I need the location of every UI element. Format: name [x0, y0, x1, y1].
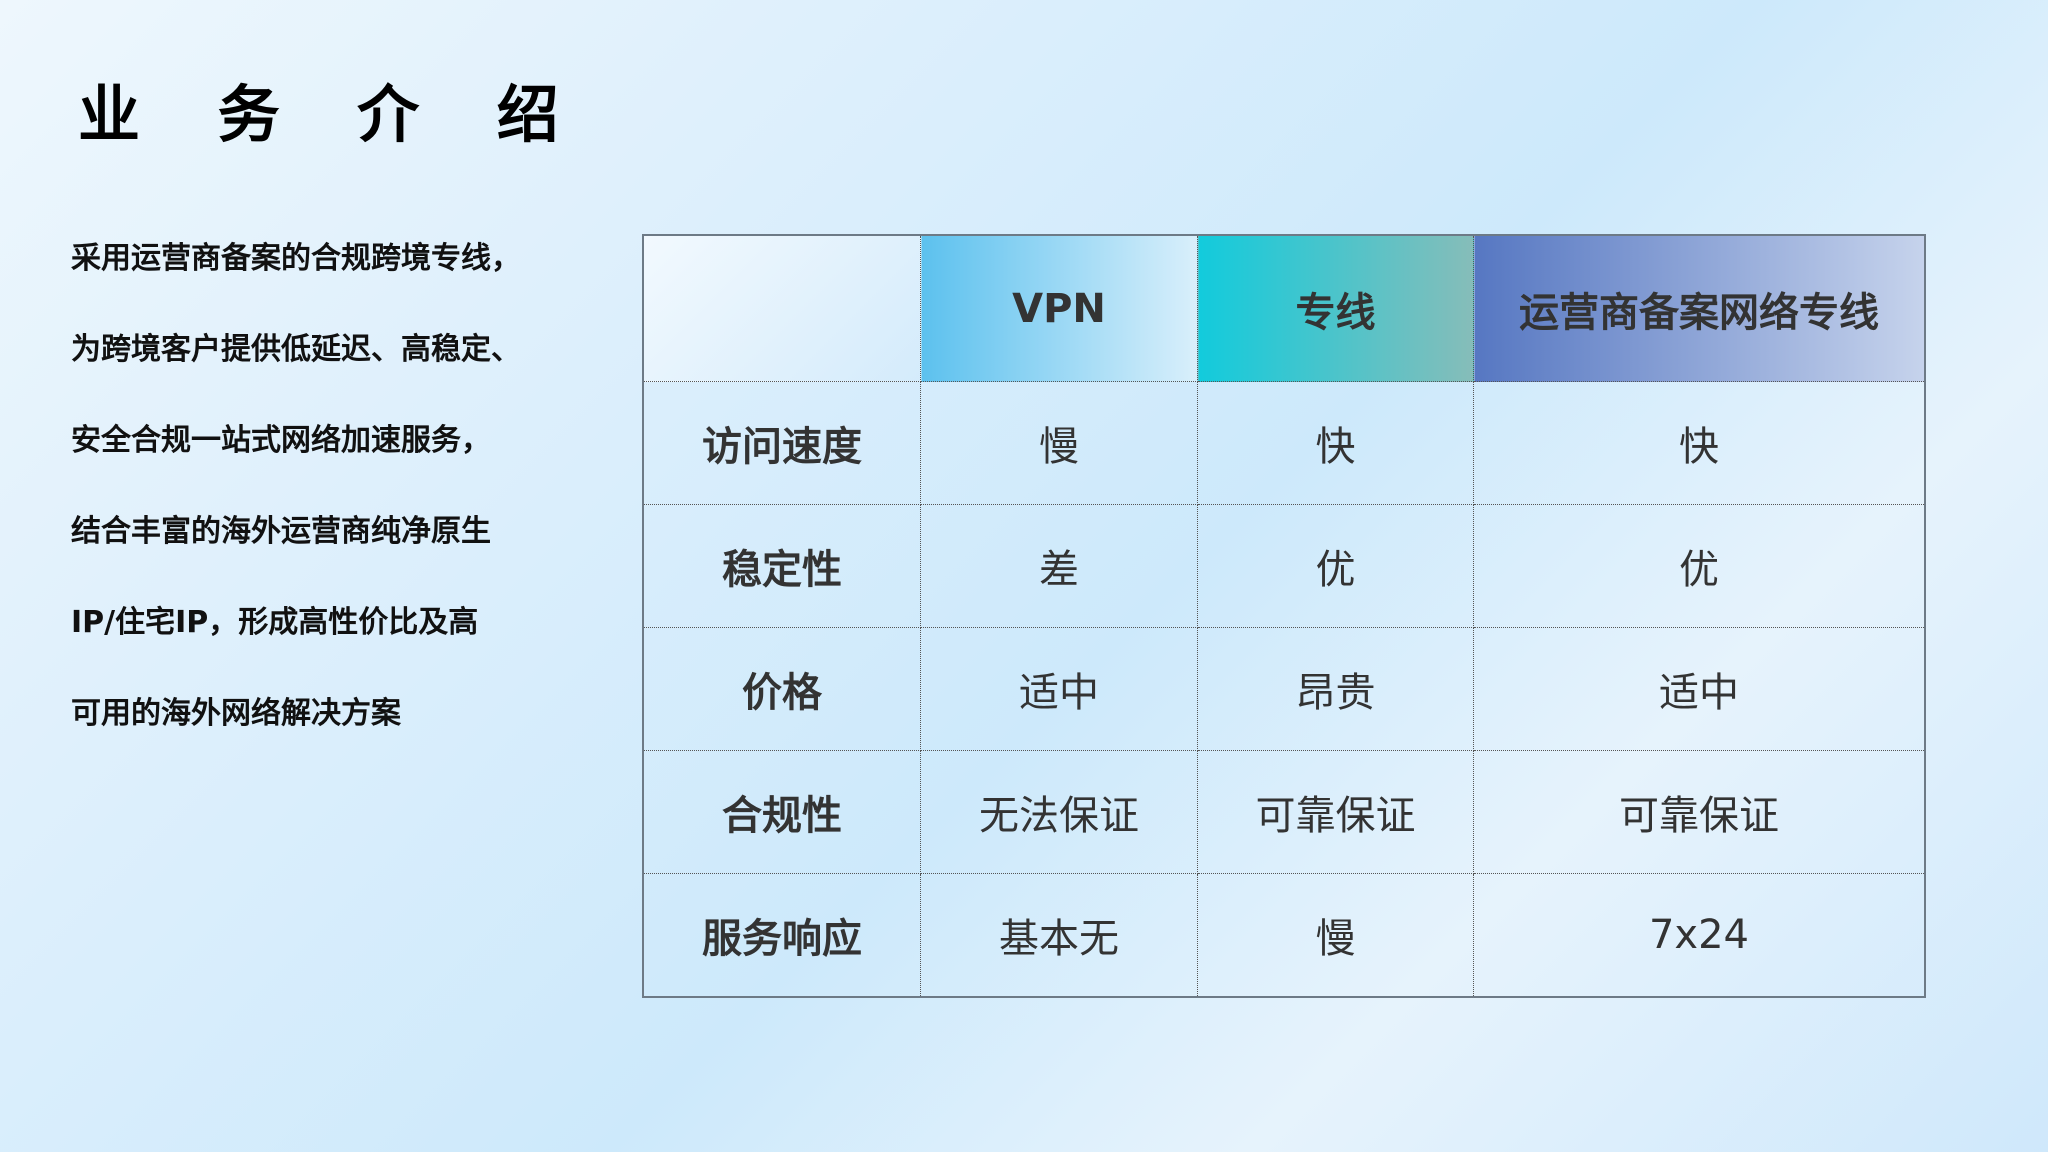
intro-line: 结合丰富的海外运营商纯净原生 — [71, 514, 491, 549]
table-cell: 昂贵 — [1197, 627, 1474, 751]
row-label: 访问速度 — [642, 381, 921, 505]
table-cell: 无法保证 — [920, 750, 1198, 874]
table-row: 价格 适中 昂贵 适中 — [642, 627, 1926, 751]
table-cell: 可靠保证 — [1197, 750, 1474, 874]
table-cell: 适中 — [1473, 627, 1926, 751]
table-cell: 慢 — [1197, 873, 1474, 998]
intro-line: 采用运营商备案的合规跨境专线， — [71, 241, 521, 276]
header-carrier-line: 运营商备案网络专线 — [1473, 234, 1926, 382]
intro-line: 可用的海外网络解决方案 — [71, 696, 401, 731]
header-vpn: VPN — [920, 234, 1198, 382]
table-cell: 慢 — [920, 381, 1198, 505]
table-cell: 基本无 — [920, 873, 1198, 998]
row-label: 合规性 — [642, 750, 921, 874]
table-cell: 优 — [1473, 504, 1926, 628]
table-row: 服务响应 基本无 慢 7x24 — [642, 873, 1926, 998]
intro-paragraph: 采用运营商备案的合规跨境专线， 为跨境客户提供低延迟、高稳定、 安全合规一站式网… — [71, 232, 631, 778]
table-cell: 快 — [1473, 381, 1926, 505]
page-title: 业 务 介 绍 — [78, 78, 587, 151]
table-cell: 7x24 — [1473, 873, 1926, 998]
table-row: 访问速度 慢 快 快 — [642, 381, 1926, 505]
table-header-row: VPN 专线 运营商备案网络专线 — [642, 234, 1926, 382]
table-row: 合规性 无法保证 可靠保证 可靠保证 — [642, 750, 1926, 874]
row-label: 稳定性 — [642, 504, 921, 628]
table-cell: 适中 — [920, 627, 1198, 751]
header-dedicated-line: 专线 — [1197, 234, 1474, 382]
intro-line: 为跨境客户提供低延迟、高稳定、 — [71, 332, 521, 367]
table-cell: 快 — [1197, 381, 1474, 505]
intro-line: IP/住宅IP，形成高性价比及高 — [71, 605, 479, 640]
table-row: 稳定性 差 优 优 — [642, 504, 1926, 628]
row-label: 服务响应 — [642, 873, 921, 998]
intro-line: 安全合规一站式网络加速服务， — [71, 423, 491, 458]
header-empty — [642, 234, 921, 382]
comparison-table: VPN 专线 运营商备案网络专线 访问速度 慢 快 快 稳定性 差 优 优 价格… — [642, 234, 1926, 998]
table-cell: 差 — [920, 504, 1198, 628]
row-label: 价格 — [642, 627, 921, 751]
table-cell: 可靠保证 — [1473, 750, 1926, 874]
table-cell: 优 — [1197, 504, 1474, 628]
